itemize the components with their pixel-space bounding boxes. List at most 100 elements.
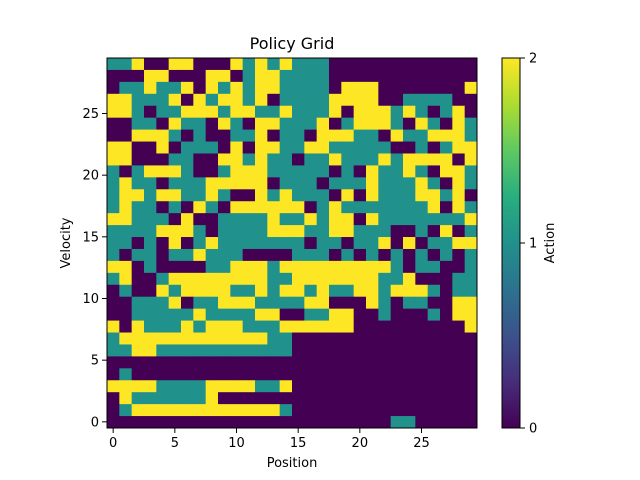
heatmap-cell [329,332,342,345]
heatmap-cell [193,260,207,274]
heatmap-cell [267,368,281,381]
heatmap-cell [464,117,478,131]
heatmap-cell [403,165,416,178]
heatmap-cell [366,272,379,286]
colorbar-tick-label: 1 [529,237,537,252]
heatmap-cell [403,260,416,274]
heatmap-cell [168,153,182,166]
heatmap-cell [119,392,133,405]
heatmap-cell [440,58,453,71]
heatmap-cell [316,237,330,250]
heatmap-cell [144,332,157,345]
heatmap-cell [193,248,207,262]
heatmap-cell [440,356,453,369]
heatmap-cell [279,392,293,405]
heatmap-cell [168,177,182,190]
heatmap-cell [255,296,268,310]
heatmap-cell [440,404,453,417]
heatmap-cell [304,81,318,95]
heatmap-cell [205,260,219,274]
heatmap-cell [193,177,207,190]
heatmap-cell [329,320,342,333]
heatmap-cell [255,284,268,298]
heatmap-cell [255,225,268,238]
heatmap-cell [353,129,367,142]
heatmap-cell [403,272,416,286]
heatmap-cell [255,237,268,250]
heatmap-cell [415,356,429,369]
heatmap-cell [107,81,120,95]
heatmap-cell [181,260,194,274]
heatmap-cell [107,308,120,321]
heatmap-cell [279,380,293,393]
heatmap-cell [193,81,207,95]
heatmap-cell [230,177,244,190]
heatmap-cell [156,201,170,214]
heatmap-cell [427,153,441,166]
heatmap-cell [292,308,305,321]
heatmap-cell [242,69,256,83]
heatmap-cell [205,356,219,369]
heatmap-cell [440,117,453,131]
heatmap-cell [292,225,305,238]
heatmap-cell [156,284,170,298]
colorbar-ticks: 0 1 2 [520,52,537,437]
heatmap-cell [464,129,478,142]
heatmap-cell [205,332,219,345]
heatmap-cell [119,58,133,71]
heatmap-cell [452,177,466,190]
heatmap-cell [230,165,244,178]
heatmap-cell [390,69,404,83]
heatmap-cell [353,296,367,310]
heatmap-cell [415,153,429,166]
heatmap-cell [107,332,120,345]
heatmap-cell [144,380,157,393]
heatmap-cell [131,177,145,190]
heatmap-cell [242,201,256,214]
heatmap-cell [168,201,182,214]
heatmap-cell [107,117,120,131]
heatmap-cell [156,392,170,405]
heatmap-cell [378,272,392,286]
heatmap-cell [378,237,392,250]
heatmap-cell [181,416,194,429]
heatmap-cell [242,165,256,178]
heatmap-cell [168,380,182,393]
heatmap-cell [316,404,330,417]
heatmap-cell [378,177,392,190]
heatmap-cell [329,368,342,381]
heatmap-cell [415,141,429,154]
heatmap-cell [168,248,182,262]
heatmap-cell [403,105,416,119]
heatmap-cell [341,296,355,310]
heatmap-cell [316,320,330,333]
heatmap-cell [205,380,219,393]
heatmap-cell [292,141,305,154]
heatmap-cell [378,356,392,369]
heatmap-cell [255,117,268,131]
x-axis-label: Position [267,456,318,471]
heatmap-cell [156,380,170,393]
heatmap-cell [403,368,416,381]
heatmap-cell [390,141,404,154]
heatmap-cell [452,332,466,345]
heatmap-cell [242,58,256,71]
y-tick-label: 20 [82,169,99,184]
heatmap-cell [255,165,268,178]
heatmap-cell [304,260,318,274]
heatmap-cell [255,416,268,429]
heatmap-cell [230,213,244,226]
heatmap-cell [107,380,120,393]
heatmap-cell [193,153,207,166]
heatmap-cell [415,117,429,131]
heatmap-cell [156,332,170,345]
heatmap-cell [242,189,256,202]
heatmap-cell [353,380,367,393]
heatmap-cell [427,356,441,369]
heatmap-cell [267,153,281,166]
heatmap-cell [119,344,133,357]
heatmap-cell [415,177,429,190]
heatmap-cell [304,177,318,190]
heatmap-cell [255,141,268,154]
heatmap-cell [218,213,231,226]
